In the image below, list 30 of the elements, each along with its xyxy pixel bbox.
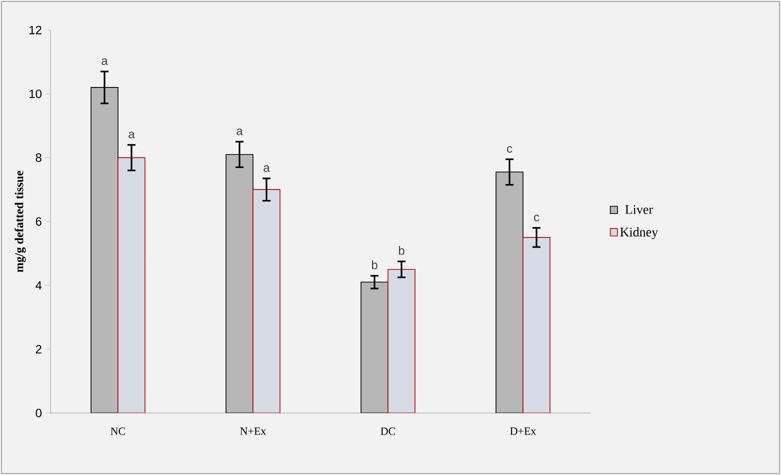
x-tick-label: DC xyxy=(380,428,396,435)
y-tick-label: 8 xyxy=(36,153,42,162)
annotation: b xyxy=(372,260,378,270)
annotation: a xyxy=(128,132,135,138)
annotation: a xyxy=(102,58,108,65)
bar xyxy=(252,189,280,413)
bar xyxy=(522,237,550,413)
x-tick-label: NC xyxy=(110,428,126,435)
y-tick-label: 2 xyxy=(36,344,42,354)
annotation: a xyxy=(264,165,270,172)
y-tick-label: 0 xyxy=(36,408,42,418)
bar xyxy=(496,172,524,413)
legend-label: Kidney xyxy=(620,227,658,240)
legend-label: Liver xyxy=(625,205,653,214)
y-tick-label: 12 xyxy=(30,26,42,34)
y-axis-title: mg/g defatted tissue xyxy=(14,170,26,272)
annotation: c xyxy=(534,214,540,222)
annotation: a xyxy=(236,128,243,136)
bar xyxy=(118,157,146,413)
annotation: b xyxy=(398,246,404,255)
y-tick-label: 6 xyxy=(36,217,42,226)
bar xyxy=(226,154,254,413)
y-tick-label: 4 xyxy=(36,281,42,290)
x-tick-label: D+Ex xyxy=(510,428,536,435)
annotation: c xyxy=(507,146,512,153)
x-tick-label: N+Ex xyxy=(240,428,266,435)
bar xyxy=(388,268,416,413)
bar xyxy=(360,282,388,413)
y-tick-label: 10 xyxy=(30,90,42,98)
bar xyxy=(90,87,118,413)
